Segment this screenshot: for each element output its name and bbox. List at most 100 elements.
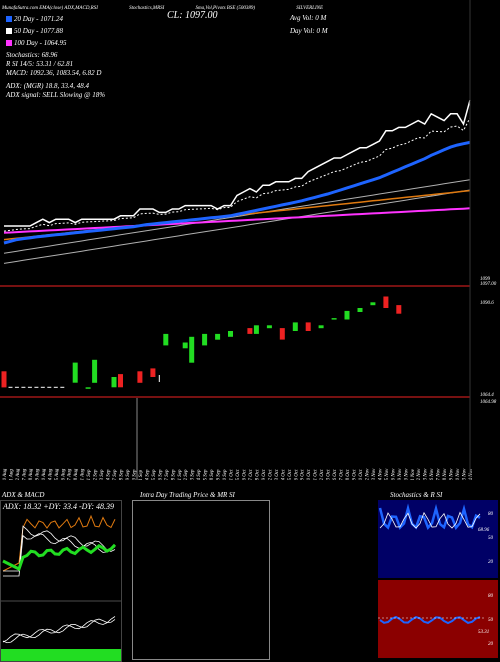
date-tick: 17 Sep <box>165 469 170 480</box>
date-tick: 12 Aug <box>16 468 21 480</box>
date-tick: 06 Oct <box>243 469 248 480</box>
date-tick: 18 Nov <box>443 468 448 480</box>
candle <box>331 318 337 320</box>
date-tick: 02 Nov <box>365 468 370 480</box>
date-tick: 24 Sep <box>197 469 202 480</box>
candle <box>182 342 188 349</box>
date-tick: 24 Nov <box>469 468 474 480</box>
date-tick: 23 Sep <box>191 469 196 480</box>
candle <box>305 322 311 331</box>
candle <box>247 328 253 334</box>
price-chart: 10 Aug 11 Aug 12 Aug 17 Aug 18 Aug 19 Aug 20 A… <box>0 0 474 480</box>
candle <box>92 359 98 383</box>
stoch-value: 68.96 <box>478 528 490 533</box>
candle <box>150 368 156 377</box>
date-tick: 10 Aug <box>3 468 8 480</box>
header-code: Sma,Vol,Pivots <box>195 6 226 11</box>
stoch-lines <box>378 503 481 531</box>
candle <box>228 331 233 337</box>
adx-lines <box>1 514 121 661</box>
date-tick: 19 Nov <box>450 468 455 480</box>
rsi-tick: 50 <box>488 618 493 623</box>
candle <box>396 305 402 314</box>
date-tick: 13 Nov <box>424 468 429 480</box>
date-tick: 09 Sep <box>126 469 131 480</box>
header-code: SILVERLINE <box>296 6 324 11</box>
date-axis: 10 Aug 11 Aug 12 Aug 17 Aug 18 Aug 19 Aug 20 A… <box>3 468 474 480</box>
date-tick: 12 Nov <box>417 468 422 480</box>
candle <box>279 328 285 340</box>
rsi-value: 53.31 <box>478 630 490 635</box>
candle <box>85 387 91 389</box>
stoch-d-line <box>379 511 481 529</box>
candle <box>383 296 389 308</box>
candle <box>1 371 7 388</box>
date-tick: 28 Oct <box>346 469 351 480</box>
date-tick: 26 Oct <box>333 469 338 480</box>
date-tick: 29 Sep <box>217 469 222 480</box>
date-tick: 07 Oct <box>249 469 254 480</box>
intra-title: Intra Day Trading Price & MR SI <box>140 491 235 499</box>
adx-macd-title: ADX & MACD <box>2 491 45 499</box>
header-code: Stochastics,MRSI <box>129 6 165 11</box>
stoch-tick: 20 <box>488 560 493 565</box>
date-tick: 16 Sep <box>158 469 163 480</box>
avg-volume: Avg Vol: 0 M <box>290 14 327 22</box>
price-label-mid: 1090.6 <box>480 301 494 306</box>
sma-line-upper <box>3 179 471 254</box>
date-tick: 05 Nov <box>385 468 390 480</box>
date-tick: 09 Oct <box>262 469 267 480</box>
date-tick: 23 Nov <box>463 468 468 480</box>
adx-values: ADX: 18.32 +DY: 33.4 -DY: 48.39 <box>3 502 115 511</box>
date-tick: 07 Sep <box>113 469 118 480</box>
header-codes: MunafaSutra.com EMA(close) ADX,MACD,RSI … <box>2 6 323 11</box>
ema20-line <box>3 140 471 245</box>
close-line <box>4 100 471 227</box>
header-code: ADX,MACD,RSI <box>64 6 98 11</box>
rsi-stat: R SI 14/5: 53.31 / 62.81 <box>6 60 74 68</box>
date-tick: 04 Sep <box>107 469 112 480</box>
header-code: EMA(close) <box>39 6 64 11</box>
candle <box>137 371 143 383</box>
date-tick: 08 Oct <box>255 469 260 480</box>
close-price: CL: 1097.00 <box>167 10 218 21</box>
adx-signal: ADX signal: SELL Slowing @ 18% <box>6 91 106 99</box>
rsi-panel: 80 50 20 53.31 <box>378 580 498 658</box>
date-tick: 13 Oct <box>275 469 280 480</box>
candle <box>357 308 363 312</box>
price-label-support: 1064.4 <box>480 393 494 398</box>
date-tick: 08 Sep <box>120 469 125 480</box>
legend-ema20: 20 Day - 1071.24 <box>6 15 63 23</box>
candle <box>253 325 259 334</box>
date-tick: 21 Sep <box>178 469 183 480</box>
adx-green-line <box>2 543 117 572</box>
legend-swatch-blue <box>6 16 12 22</box>
date-tick: 17 Aug <box>22 468 27 480</box>
date-tick: 27 Aug <box>68 468 73 480</box>
rsi-tick: 20 <box>488 642 493 647</box>
stoch-tick: 50 <box>488 536 493 541</box>
candle <box>292 322 298 331</box>
date-tick: 23 Oct <box>327 469 332 480</box>
date-tick: 27 Oct <box>340 469 345 480</box>
date-tick: 01 Sep <box>87 469 92 480</box>
date-tick: 15 Oct <box>288 469 293 480</box>
date-tick: 09 Nov <box>398 468 403 480</box>
date-tick: 21 Oct <box>314 469 319 480</box>
legend-ema50: 50 Day - 1077.88 <box>6 27 63 35</box>
stoch-k-line <box>378 503 481 531</box>
date-tick: 20 Oct <box>307 469 312 480</box>
date-tick: 29 Oct <box>353 469 358 480</box>
intraday-panel <box>132 500 270 660</box>
date-tick: 10 Nov <box>404 468 409 480</box>
candle <box>111 377 117 388</box>
stochastics-stat: Stochastics: 68.96 <box>6 51 58 59</box>
date-tick: 25 Aug <box>55 468 60 480</box>
price-label-close: 1097.00 <box>480 282 497 287</box>
candle <box>189 336 195 363</box>
macd-histogram <box>1 649 121 661</box>
date-tick: 26 Aug <box>61 468 66 480</box>
header-code: BSE (500389) <box>226 6 255 11</box>
candle <box>163 333 169 346</box>
date-tick: 16 Oct <box>294 469 299 480</box>
